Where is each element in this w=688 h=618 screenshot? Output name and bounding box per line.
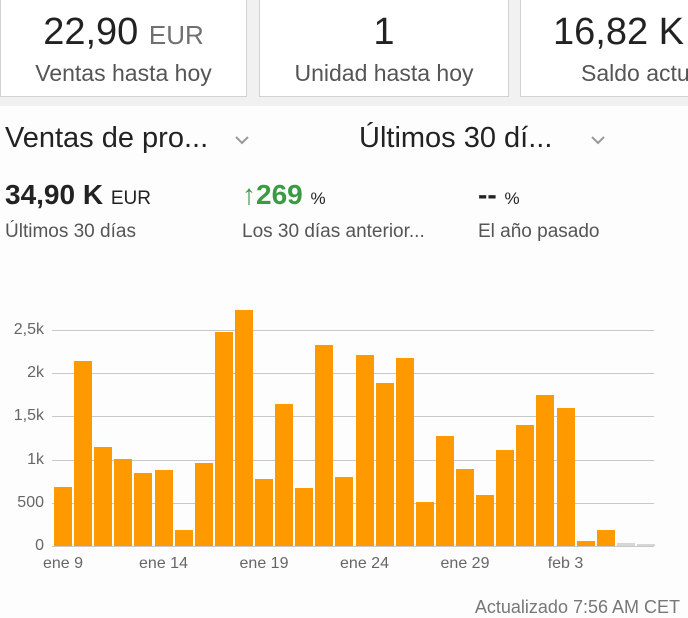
chart-bar[interactable] xyxy=(134,472,153,546)
units-today-value: 1 xyxy=(373,11,395,53)
chart-bar[interactable] xyxy=(94,447,113,546)
total-sales-metric: 34,90 K EUR Últimos 30 días xyxy=(5,178,151,244)
chart-bar[interactable] xyxy=(174,530,193,546)
period-dropdown[interactable]: Últimos 30 dí... xyxy=(359,120,552,156)
chart-bar[interactable] xyxy=(74,361,93,546)
previous-period-unit: % xyxy=(310,189,326,208)
gridline xyxy=(52,546,654,547)
last-year-metric: -- % El año pasado xyxy=(478,178,600,244)
y-axis-tick-label: 1k xyxy=(27,450,44,468)
y-axis-tick-label: 1,5k xyxy=(13,407,44,425)
chevron-down-icon[interactable] xyxy=(235,133,249,147)
chart-bar[interactable] xyxy=(214,332,233,546)
y-axis-tick-label: 2k xyxy=(27,364,44,382)
gridline xyxy=(52,459,654,461)
balance-value: 16,82 K xyxy=(553,11,684,53)
x-axis-tick-label: feb 3 xyxy=(547,555,584,572)
metric-dropdown[interactable]: Ventas de pro... xyxy=(5,120,208,156)
chart-bar[interactable] xyxy=(154,469,173,546)
chart-bar[interactable] xyxy=(275,403,294,546)
total-sales-label: Últimos 30 días xyxy=(5,221,136,242)
sales-today-card[interactable]: 22,90 EUR Ventas hasta hoy xyxy=(0,0,247,97)
units-today-label: Unidad hasta hoy xyxy=(294,60,474,86)
chart-bar[interactable] xyxy=(616,543,635,546)
chart-bar[interactable] xyxy=(375,383,394,546)
gridline xyxy=(52,416,654,418)
y-axis-tick-label: 0 xyxy=(35,537,44,554)
x-axis-tick-label: ene 14 xyxy=(139,555,188,572)
chart-bar[interactable] xyxy=(536,394,555,546)
chart-bar[interactable] xyxy=(315,345,334,546)
sales-today-label: Ventas hasta hoy xyxy=(35,60,212,86)
chart-bar[interactable] xyxy=(496,450,515,546)
x-axis-tick-label: ene 19 xyxy=(239,555,289,572)
chart-bar[interactable] xyxy=(415,501,434,546)
previous-period-value: 269 xyxy=(256,179,303,210)
x-axis-tick-label: ene 24 xyxy=(340,555,389,572)
total-sales-value: 34,90 K xyxy=(5,179,104,210)
arrow-up-icon: ↑ xyxy=(242,179,256,210)
last-updated-text: Actualizado 7:56 AM CET xyxy=(474,597,680,617)
units-today-card[interactable]: 1 Unidad hasta hoy xyxy=(259,0,509,97)
chart-bar[interactable] xyxy=(395,358,414,546)
chart-bar[interactable] xyxy=(255,479,273,546)
balance-label: Saldo actu xyxy=(581,60,688,86)
period-dropdown-label: Últimos 30 dí... xyxy=(359,122,553,154)
x-axis-tick-label: ene 9 xyxy=(42,555,84,572)
sales-bar-chart[interactable]: 0 500 1k 1,5k 2k 2,5k ene 9 ene 14 ene 19 ene 24 e… xyxy=(0,296,688,576)
chart-bar[interactable] xyxy=(54,487,72,546)
previous-period-metric: ↑269 % Los 30 días anterior... xyxy=(242,178,425,244)
chart-bar[interactable] xyxy=(234,310,253,546)
chart-bar[interactable] xyxy=(194,463,213,546)
chart-bar[interactable] xyxy=(456,469,474,546)
gridline xyxy=(52,330,654,331)
x-axis-tick-label: ene 29 xyxy=(440,555,490,572)
y-axis-tick-label: 500 xyxy=(17,493,44,511)
chart-bar[interactable] xyxy=(476,495,495,546)
chart-bar[interactable] xyxy=(114,459,133,546)
sales-today-value: 22,90 EUR xyxy=(43,11,204,53)
chart-bar[interactable] xyxy=(355,355,374,546)
chevron-down-icon[interactable] xyxy=(591,133,605,147)
chart-bar[interactable] xyxy=(516,425,535,546)
sales-panel: Ventas de pro... Últimos 30 dí... 34,90 … xyxy=(0,106,688,618)
chart-bar[interactable] xyxy=(576,540,595,546)
chart-bar[interactable] xyxy=(596,530,615,546)
gridline xyxy=(52,373,654,375)
metric-dropdown-label: Ventas de pro... xyxy=(5,122,209,154)
last-year-label: El año pasado xyxy=(478,221,600,242)
chart-bar[interactable] xyxy=(295,488,314,546)
balance-card[interactable]: 16,82 K Saldo actu xyxy=(520,0,688,97)
summary-cards: 22,90 EUR Ventas hasta hoy 1 Unidad hast… xyxy=(0,0,688,106)
last-year-unit: % xyxy=(504,189,520,208)
chart-bar[interactable] xyxy=(435,436,454,546)
last-year-value: -- xyxy=(478,179,497,210)
total-sales-unit: EUR xyxy=(110,188,151,209)
chart-bar[interactable] xyxy=(556,407,575,546)
chart-bar[interactable] xyxy=(335,476,354,546)
previous-period-label: Los 30 días anterior... xyxy=(242,221,425,242)
chart-bar[interactable] xyxy=(636,544,655,546)
y-axis-tick-label: 2,5k xyxy=(13,321,44,338)
